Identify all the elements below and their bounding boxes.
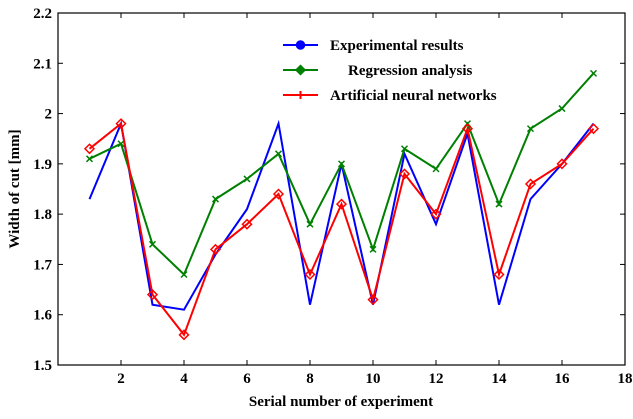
data-point [306,220,314,228]
data-point [83,143,96,155]
data-point [589,69,598,77]
data-point [398,168,411,180]
legend-label: Experimental results [330,38,464,54]
x-tick-label: 4 [180,371,188,387]
y-tick-label: 2.2 [33,6,52,22]
data-point [493,268,505,281]
y-tick-label: 1.8 [33,207,52,223]
data-point [432,165,440,173]
y-tick-label: 1.6 [33,308,52,324]
y-axis-title: Width of cut [mm] [7,129,23,248]
data-point [526,125,535,133]
data-point [209,243,222,255]
data-point [556,158,568,170]
y-tick-label: 2 [45,107,53,123]
data-point [461,123,474,135]
x-tick-label: 14 [492,371,508,387]
series-layer [83,69,600,341]
data-point [430,208,442,220]
x-tick-label: 2 [117,371,125,387]
data-point [115,118,127,130]
x-axis: 2 4 6 8 10 12 14 16 18 [117,13,633,387]
y-tick-label: 1.9 [33,157,52,173]
data-point [211,195,220,203]
legend: Experimental results Regression analysis A… [283,38,497,104]
data-point [243,175,251,183]
data-point [180,270,188,279]
data-point [117,140,125,148]
legend-marker [295,40,306,50]
y-tick-label: 2.1 [33,56,52,72]
x-axis-title: Serial number of experiment [249,394,433,410]
data-point [85,155,94,163]
y-tick-label: 1.7 [33,257,52,273]
data-point [335,198,348,210]
data-point [495,200,503,208]
data-point [304,268,316,281]
x-tick-label: 10 [366,371,381,387]
data-point [272,188,285,200]
series-line [88,121,595,337]
data-point [241,218,253,230]
data-point [337,160,346,168]
data-point [146,289,159,301]
legend-label: Artificial neural networks [330,88,497,104]
legend-marker [296,91,305,99]
series-2 [83,118,600,341]
data-point [178,329,190,341]
legend-marker [294,64,307,76]
data-point [587,123,600,135]
x-tick-label: 12 [429,371,444,387]
y-tick-label: 1.5 [33,358,52,374]
data-point [524,178,537,190]
legend-label: Regression analysis [348,63,472,79]
data-point [274,150,283,158]
x-tick-label: 16 [555,371,571,387]
data-point [367,294,379,306]
data-point [558,105,566,113]
x-tick-label: 8 [306,371,314,387]
x-tick-label: 6 [243,371,251,387]
data-point [369,245,377,253]
data-point [148,240,157,248]
x-tick-label: 18 [618,371,633,387]
data-point [400,145,409,153]
y-axis: 1.5 1.6 1.7 1.8 1.9 2 2.1 2.2 [33,6,625,374]
